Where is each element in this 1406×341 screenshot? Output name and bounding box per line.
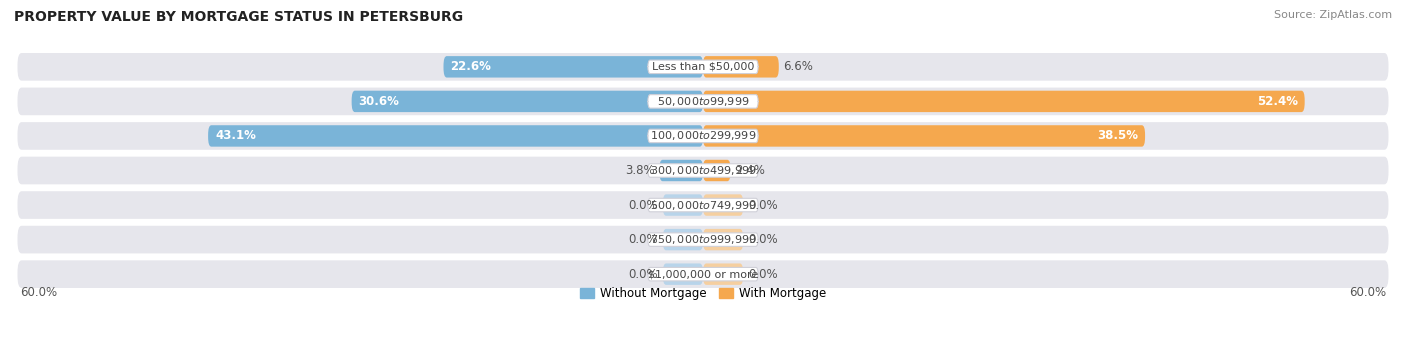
Text: 52.4%: 52.4%: [1257, 95, 1298, 108]
Text: 0.0%: 0.0%: [628, 198, 658, 211]
FancyBboxPatch shape: [17, 53, 1389, 81]
Text: 38.5%: 38.5%: [1097, 130, 1139, 143]
FancyBboxPatch shape: [662, 264, 703, 285]
FancyBboxPatch shape: [703, 56, 779, 77]
FancyBboxPatch shape: [648, 267, 758, 281]
Text: PROPERTY VALUE BY MORTGAGE STATUS IN PETERSBURG: PROPERTY VALUE BY MORTGAGE STATUS IN PET…: [14, 10, 463, 24]
FancyBboxPatch shape: [659, 160, 703, 181]
FancyBboxPatch shape: [703, 229, 744, 250]
FancyBboxPatch shape: [17, 260, 1389, 288]
Text: 0.0%: 0.0%: [748, 233, 778, 246]
FancyBboxPatch shape: [648, 95, 758, 108]
FancyBboxPatch shape: [17, 122, 1389, 150]
Text: $300,000 to $499,999: $300,000 to $499,999: [650, 164, 756, 177]
FancyBboxPatch shape: [17, 157, 1389, 184]
FancyBboxPatch shape: [17, 226, 1389, 253]
FancyBboxPatch shape: [703, 160, 731, 181]
Text: 60.0%: 60.0%: [1350, 286, 1386, 299]
Text: $100,000 to $299,999: $100,000 to $299,999: [650, 130, 756, 143]
Text: 3.8%: 3.8%: [626, 164, 655, 177]
Text: 2.4%: 2.4%: [735, 164, 765, 177]
FancyBboxPatch shape: [648, 60, 758, 74]
FancyBboxPatch shape: [703, 264, 744, 285]
Text: Source: ZipAtlas.com: Source: ZipAtlas.com: [1274, 10, 1392, 20]
Text: 6.6%: 6.6%: [783, 60, 813, 73]
Text: 60.0%: 60.0%: [20, 286, 56, 299]
FancyBboxPatch shape: [703, 125, 1144, 147]
FancyBboxPatch shape: [648, 164, 758, 177]
Text: 0.0%: 0.0%: [628, 268, 658, 281]
Text: 30.6%: 30.6%: [359, 95, 399, 108]
Text: 0.0%: 0.0%: [748, 198, 778, 211]
FancyBboxPatch shape: [17, 191, 1389, 219]
Text: Less than $50,000: Less than $50,000: [652, 62, 754, 72]
FancyBboxPatch shape: [703, 91, 1305, 112]
FancyBboxPatch shape: [352, 91, 703, 112]
FancyBboxPatch shape: [703, 194, 744, 216]
Text: 43.1%: 43.1%: [215, 130, 256, 143]
FancyBboxPatch shape: [443, 56, 703, 77]
FancyBboxPatch shape: [648, 233, 758, 246]
FancyBboxPatch shape: [662, 229, 703, 250]
Text: $750,000 to $999,999: $750,000 to $999,999: [650, 233, 756, 246]
Text: $500,000 to $749,999: $500,000 to $749,999: [650, 198, 756, 211]
FancyBboxPatch shape: [648, 198, 758, 212]
FancyBboxPatch shape: [208, 125, 703, 147]
Text: 22.6%: 22.6%: [450, 60, 491, 73]
Text: 0.0%: 0.0%: [628, 233, 658, 246]
Text: $50,000 to $99,999: $50,000 to $99,999: [657, 95, 749, 108]
FancyBboxPatch shape: [17, 88, 1389, 115]
Text: $1,000,000 or more: $1,000,000 or more: [648, 269, 758, 279]
FancyBboxPatch shape: [662, 194, 703, 216]
Legend: Without Mortgage, With Mortgage: Without Mortgage, With Mortgage: [575, 282, 831, 305]
Text: 0.0%: 0.0%: [748, 268, 778, 281]
FancyBboxPatch shape: [648, 129, 758, 143]
